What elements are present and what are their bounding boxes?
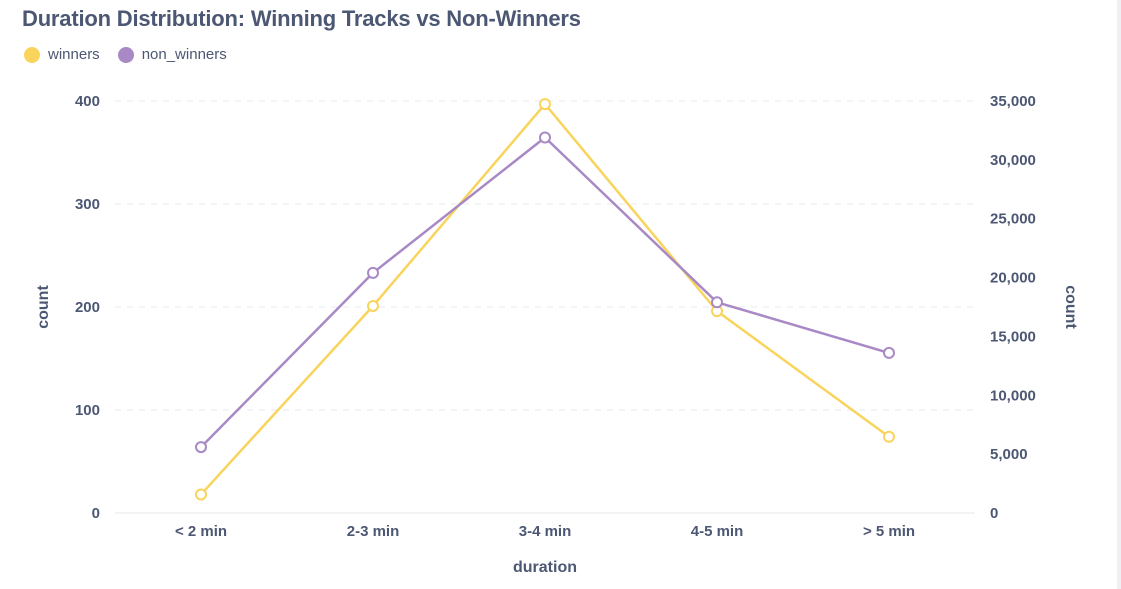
legend-item-winners[interactable]: winners xyxy=(24,46,100,63)
y-tick-label-right: 30,000 xyxy=(990,152,1036,169)
data-point-non-winners xyxy=(367,266,379,279)
series-line-winners xyxy=(200,102,890,496)
y-tick-label-right: 35,000 xyxy=(990,93,1036,110)
data-point-winners xyxy=(367,299,379,312)
x-tick-label: < 2 min xyxy=(175,523,227,540)
data-point-non-winners xyxy=(195,441,207,454)
x-tick-label: 2-3 min xyxy=(347,523,400,540)
y-tick-label-right: 20,000 xyxy=(990,270,1036,287)
x-tick-label: 4-5 min xyxy=(691,523,744,540)
y-tick-label-right: 0 xyxy=(990,505,998,522)
y-tick-label-right: 5,000 xyxy=(990,446,1028,463)
data-point-winners xyxy=(883,430,895,443)
x-axis-title: duration xyxy=(513,559,577,576)
y-tick-label-right: 25,000 xyxy=(990,211,1036,228)
chart-legend: winners non_winners xyxy=(24,46,227,63)
x-tick-label: > 5 min xyxy=(863,523,915,540)
legend-label-winners: winners xyxy=(48,46,100,63)
series-line-non-winners xyxy=(200,136,890,448)
legend-dot-non-winners xyxy=(117,46,134,63)
scrollbar-track xyxy=(1117,0,1121,589)
data-point-non-winners xyxy=(539,131,551,144)
y-tick-label-left: 200 xyxy=(75,299,100,316)
series-lines xyxy=(195,98,895,501)
legend-dot-winners xyxy=(24,46,40,63)
data-point-non-winners xyxy=(883,346,895,359)
y-tick-label-left: 400 xyxy=(75,93,100,110)
x-tick-label: 3-4 min xyxy=(519,523,572,540)
chart-title: Duration Distribution: Winning Tracks vs… xyxy=(22,6,581,31)
data-point-winners xyxy=(195,488,207,501)
grid-lines xyxy=(115,100,975,514)
data-point-winners xyxy=(539,98,551,111)
y-tick-label-right: 10,000 xyxy=(990,387,1036,404)
y-tick-label-right: 15,000 xyxy=(990,328,1036,345)
y-tick-label-left: 100 xyxy=(75,402,100,419)
y-axis-title-right: count xyxy=(1062,285,1079,329)
y-tick-label-left: 300 xyxy=(75,196,100,213)
y-axis-title-left: count xyxy=(35,285,52,329)
legend-item-non-winners[interactable]: non_winners xyxy=(117,46,227,63)
data-point-non-winners xyxy=(711,296,723,309)
y-tick-label-left: 0 xyxy=(92,505,100,522)
legend-label-non-winners: non_winners xyxy=(141,46,227,63)
axes: 0 100 200 300 400 0 5,000 10,000 15,000 20,000 25,… xyxy=(75,93,1036,540)
